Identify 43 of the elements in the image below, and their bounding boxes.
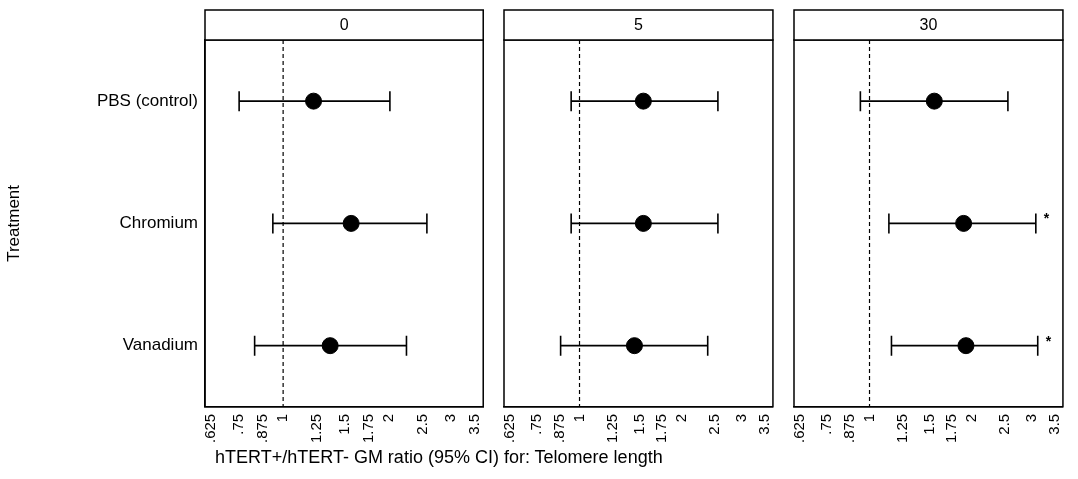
y-tick-label: Vanadium xyxy=(122,335,198,355)
chart-title: 0 xyxy=(339,16,349,34)
annotation: * xyxy=(1045,332,1052,349)
chart-title: 5 xyxy=(634,16,644,34)
x-tick-label: 1.25 xyxy=(892,413,910,444)
x-tick-label: .75 xyxy=(817,413,835,435)
x-tick-label: 1.25 xyxy=(602,413,620,444)
x-tick-label: .625 xyxy=(790,413,808,444)
x-tick-label: 1 xyxy=(569,413,587,423)
x-tick-label: .875 xyxy=(549,413,567,444)
x-tick-label: 2.5 xyxy=(995,413,1013,435)
x-tick-label: 1.5 xyxy=(919,413,937,435)
x-tick-label: 1.75 xyxy=(942,413,960,444)
x-tick-label: .75 xyxy=(527,413,545,435)
chart-title: 30 xyxy=(919,16,938,34)
x-tick-label: 3.5 xyxy=(1044,413,1062,435)
x-tick-label: 3 xyxy=(732,413,750,423)
y-axis-title: Treatment xyxy=(3,184,23,262)
x-tick-label: 1 xyxy=(273,413,291,423)
x-tick-label: 3 xyxy=(1022,413,1040,423)
x-tick-label: .625 xyxy=(201,413,219,444)
x-tick-label: 2 xyxy=(672,413,690,423)
x-tick-label: 1.5 xyxy=(335,413,353,435)
x-tick-label: 3.5 xyxy=(754,413,772,435)
x-tick-label: .875 xyxy=(839,413,857,444)
x-axis-title: hTERT+/hTERT- GM ratio (95% CI) for: Telomere length xyxy=(215,447,663,468)
x-tick-label: .875 xyxy=(252,413,270,444)
x-tick-label: 1.25 xyxy=(307,413,325,444)
x-tick-label: 2 xyxy=(962,413,980,423)
x-tick-label: 1.5 xyxy=(629,413,647,435)
y-tick-label: Chromium xyxy=(119,213,198,233)
x-tick-label: 2.5 xyxy=(705,413,723,435)
x-tick-label: 2.5 xyxy=(413,413,431,435)
x-tick-label: .625 xyxy=(500,413,518,444)
x-tick-label: 1.75 xyxy=(358,413,376,444)
x-tick-label: 1.75 xyxy=(652,413,670,444)
x-tick-label: 2 xyxy=(379,413,397,423)
x-tick-label: .75 xyxy=(229,413,247,435)
annotation: * xyxy=(1043,210,1050,227)
x-tick-label: 1 xyxy=(859,413,877,423)
y-tick-label: PBS (control) xyxy=(96,90,198,110)
x-tick-label: 3.5 xyxy=(464,413,482,435)
x-tick-label: 3 xyxy=(441,413,459,423)
